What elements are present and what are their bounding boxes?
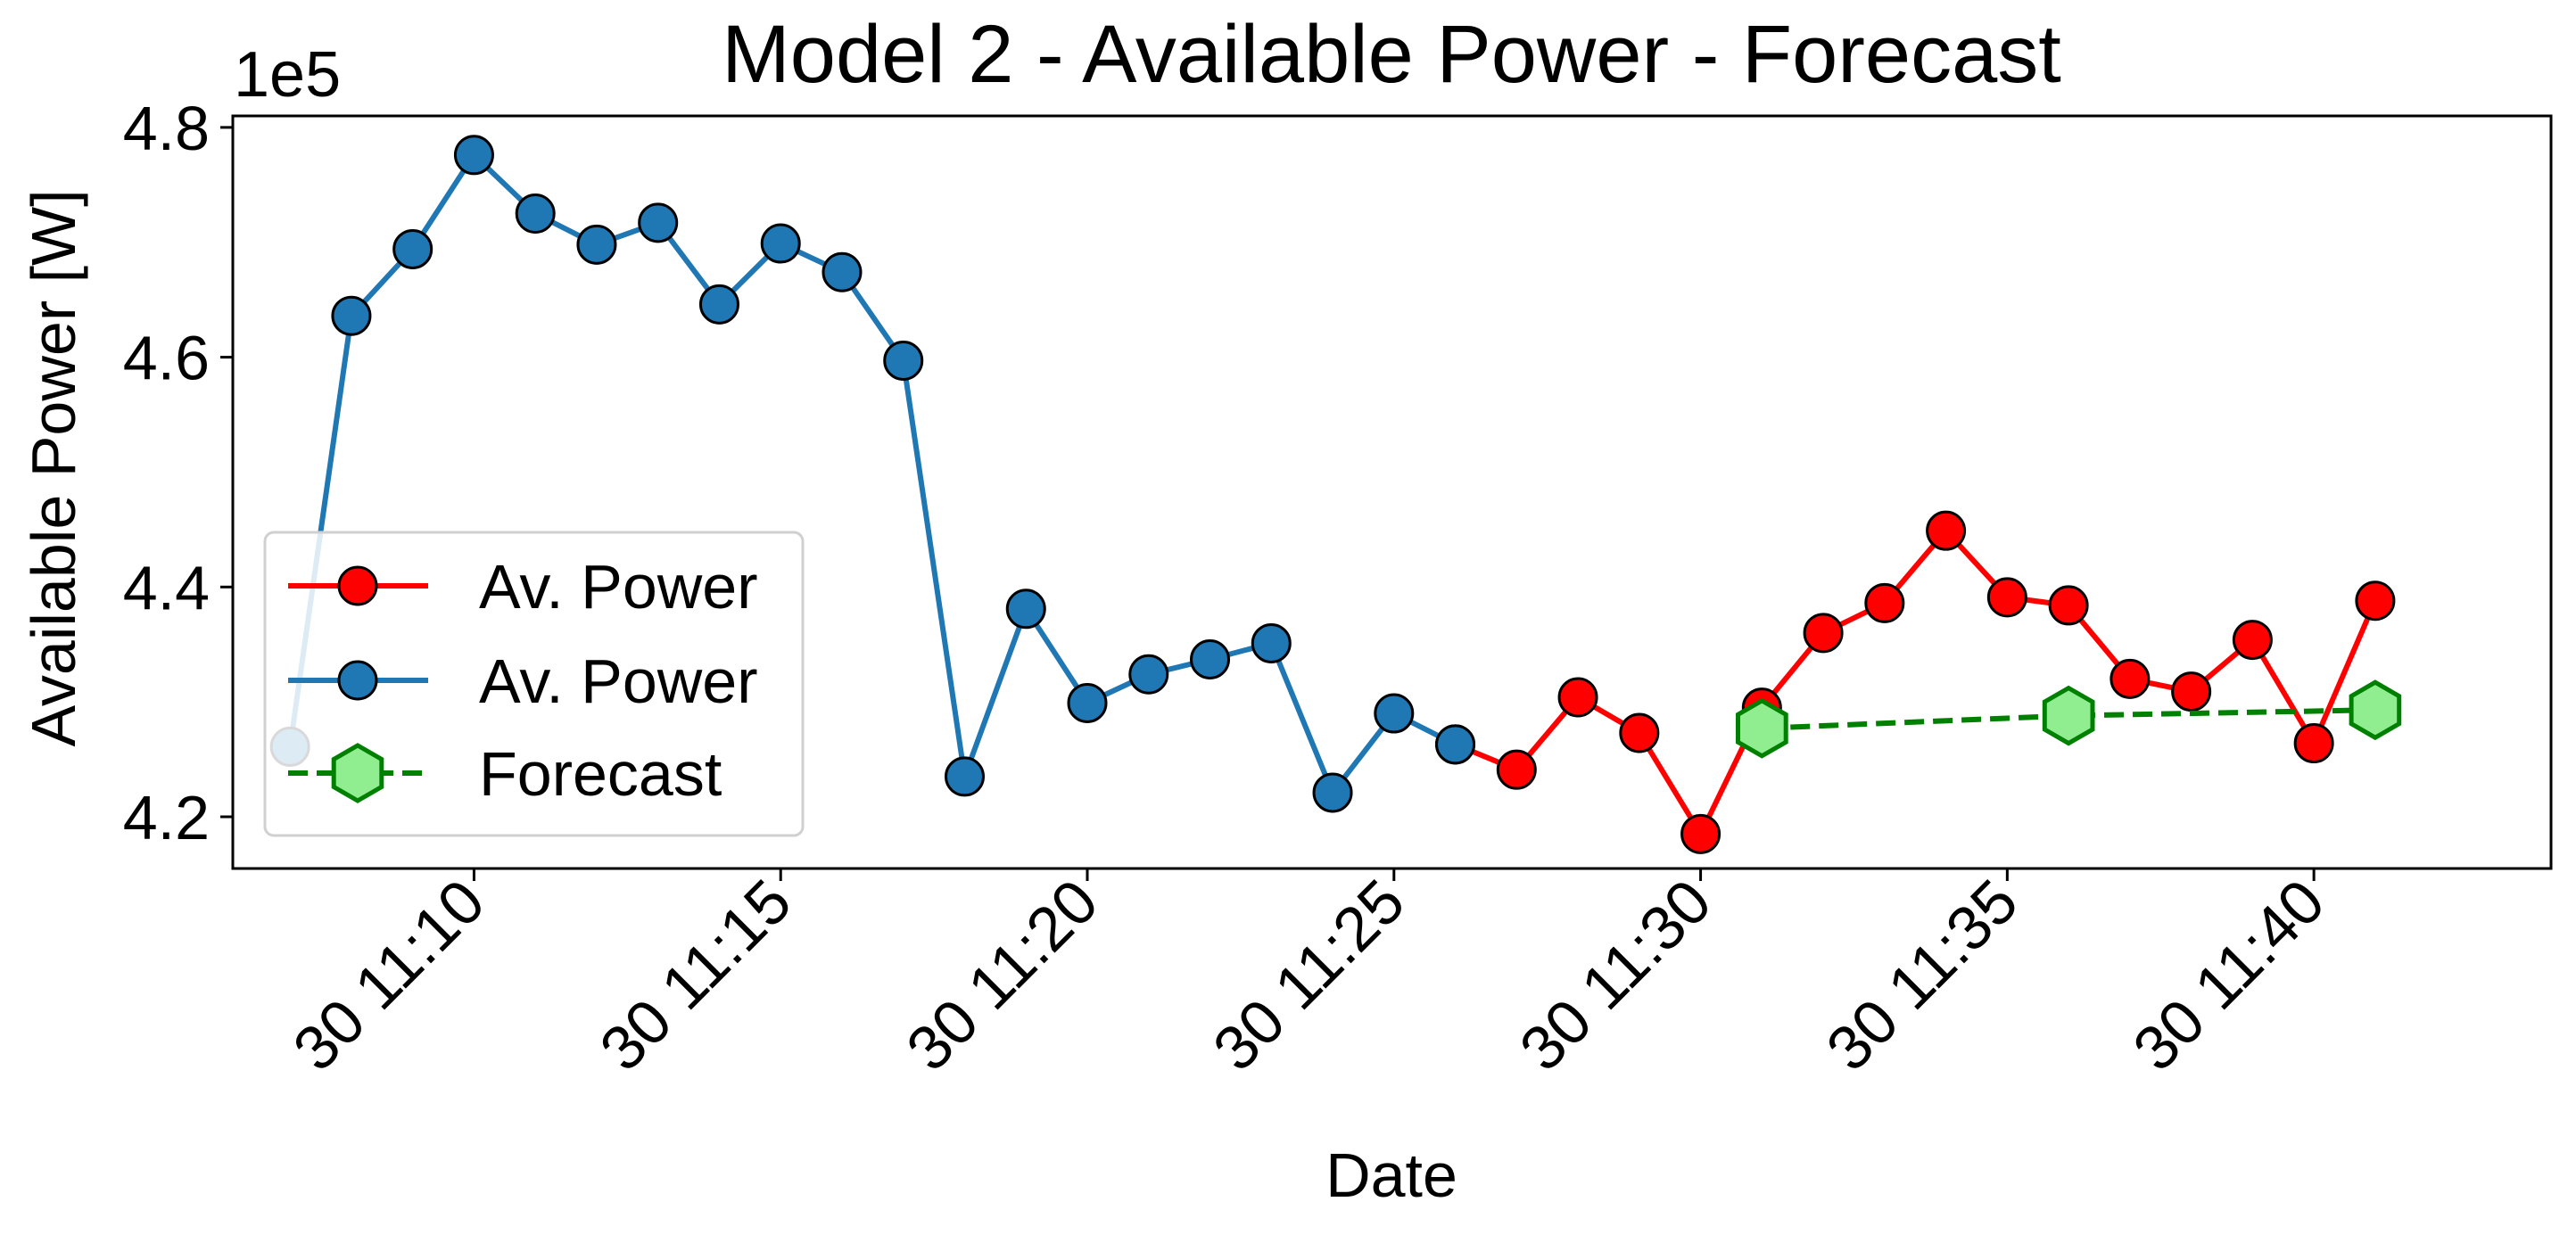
legend-label: Forecast <box>479 739 722 809</box>
legend-label: Av. Power <box>479 552 758 622</box>
data-point <box>1986 577 2027 618</box>
chart-title: Model 2 - Available Power - Forecast <box>722 9 2061 100</box>
data-point <box>2349 679 2402 741</box>
data-point <box>2293 723 2334 764</box>
data-point <box>760 223 801 264</box>
data-point <box>1803 613 1844 654</box>
data-point <box>2171 671 2212 712</box>
data-point <box>1190 638 1231 679</box>
data-point <box>1128 654 1169 695</box>
data-point <box>638 202 679 243</box>
series-1 <box>269 135 1476 813</box>
y-axis-label: Available Power [W] <box>19 189 88 746</box>
data-point <box>1251 622 1292 663</box>
data-point <box>1736 697 1788 759</box>
data-point <box>2232 620 2273 661</box>
data-point <box>1926 510 1967 551</box>
data-point <box>576 224 617 265</box>
plot-frame <box>231 114 2553 870</box>
data-point <box>331 295 372 336</box>
data-point <box>1680 813 1721 854</box>
legend-marker <box>337 565 378 606</box>
legend-item: Av. Power <box>288 552 758 622</box>
y-tick-label: 4.2 <box>123 783 210 852</box>
series-2 <box>1736 679 2402 759</box>
data-point <box>1312 772 1353 813</box>
data-point <box>1557 677 1598 718</box>
data-point <box>1619 712 1660 753</box>
data-point <box>515 193 556 235</box>
y-tick-label: 4.4 <box>123 553 210 622</box>
y-multiplier-label: 1e5 <box>234 39 341 111</box>
data-point <box>2355 580 2396 622</box>
legend-label: Av. Power <box>479 646 758 716</box>
plot-area <box>269 135 2402 854</box>
legend-marker <box>331 743 384 803</box>
legend: Av. Power Av. Power Forecast <box>263 531 805 837</box>
y-tick-label: 4.6 <box>123 324 210 393</box>
data-point <box>944 756 985 797</box>
data-point <box>1067 682 1108 723</box>
data-point <box>1435 724 1476 765</box>
legend-item: Forecast <box>288 739 722 809</box>
data-point <box>883 340 924 381</box>
legend-item: Av. Power <box>288 646 758 716</box>
data-point <box>1005 589 1046 630</box>
data-point <box>1496 749 1537 790</box>
y-axis: 4.2 4.4 4.6 4.8 <box>123 94 233 852</box>
data-point <box>453 135 494 176</box>
series-line <box>1454 528 2378 837</box>
series-line <box>1762 707 2375 731</box>
data-point <box>698 284 739 325</box>
x-axis-label: Date <box>1325 1140 1457 1210</box>
data-point <box>1374 693 1415 734</box>
y-tick-label: 4.8 <box>123 94 210 163</box>
legend-marker <box>337 660 378 701</box>
data-point <box>392 228 433 269</box>
data-point <box>2042 685 2095 746</box>
legend-box <box>263 531 805 837</box>
data-point <box>2110 658 2151 699</box>
data-point <box>822 251 863 292</box>
data-point <box>1864 582 1905 623</box>
data-point <box>2048 585 2089 626</box>
